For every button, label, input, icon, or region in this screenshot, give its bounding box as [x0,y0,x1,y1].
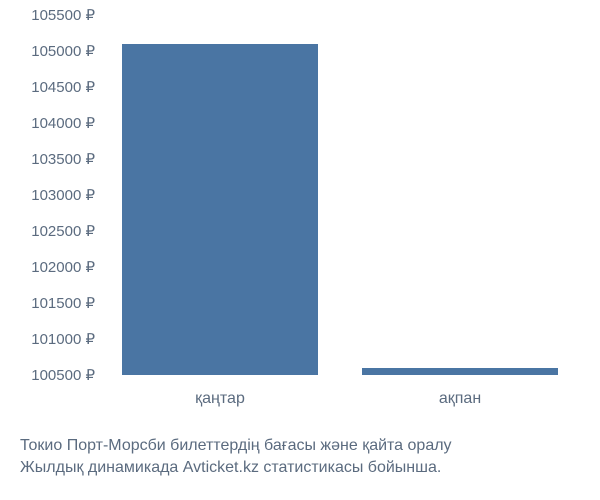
x-axis-labels: қаңтар ақпан [100,390,580,420]
y-tick-label: 105500 ₽ [31,6,95,24]
bar [122,44,319,375]
bar [362,368,559,375]
y-tick-label: 103000 ₽ [31,186,95,204]
y-axis-labels: 105500 ₽105000 ₽104500 ₽104000 ₽103500 ₽… [0,15,95,375]
y-tick-label: 103500 ₽ [31,150,95,168]
x-tick-label: ақпан [439,390,481,408]
y-tick-label: 101000 ₽ [31,330,95,348]
x-tick-label: қаңтар [195,390,245,408]
chart-caption: Токио Порт-Морсби билеттердің бағасы жән… [20,435,590,478]
y-tick-label: 102000 ₽ [31,258,95,276]
caption-line-2: Жылдық динамикада Avticket.kz статистика… [20,457,590,479]
chart-container: 105500 ₽ 105000 ₽ 104500 ₽ 104000 ₽ 103500 ₽… [0,0,600,500]
y-tick-label: 105000 ₽ [31,42,95,60]
y-tick-label: 102500 ₽ [31,222,95,240]
caption-line-1: Токио Порт-Морсби билеттердің бағасы жән… [20,435,590,457]
y-tick-label: 104500 ₽ [31,78,95,96]
y-tick-label: 101500 ₽ [31,294,95,312]
y-tick-label: 100500 ₽ [31,366,95,384]
y-tick-label: 104000 ₽ [31,114,95,132]
plot-area [100,15,580,375]
